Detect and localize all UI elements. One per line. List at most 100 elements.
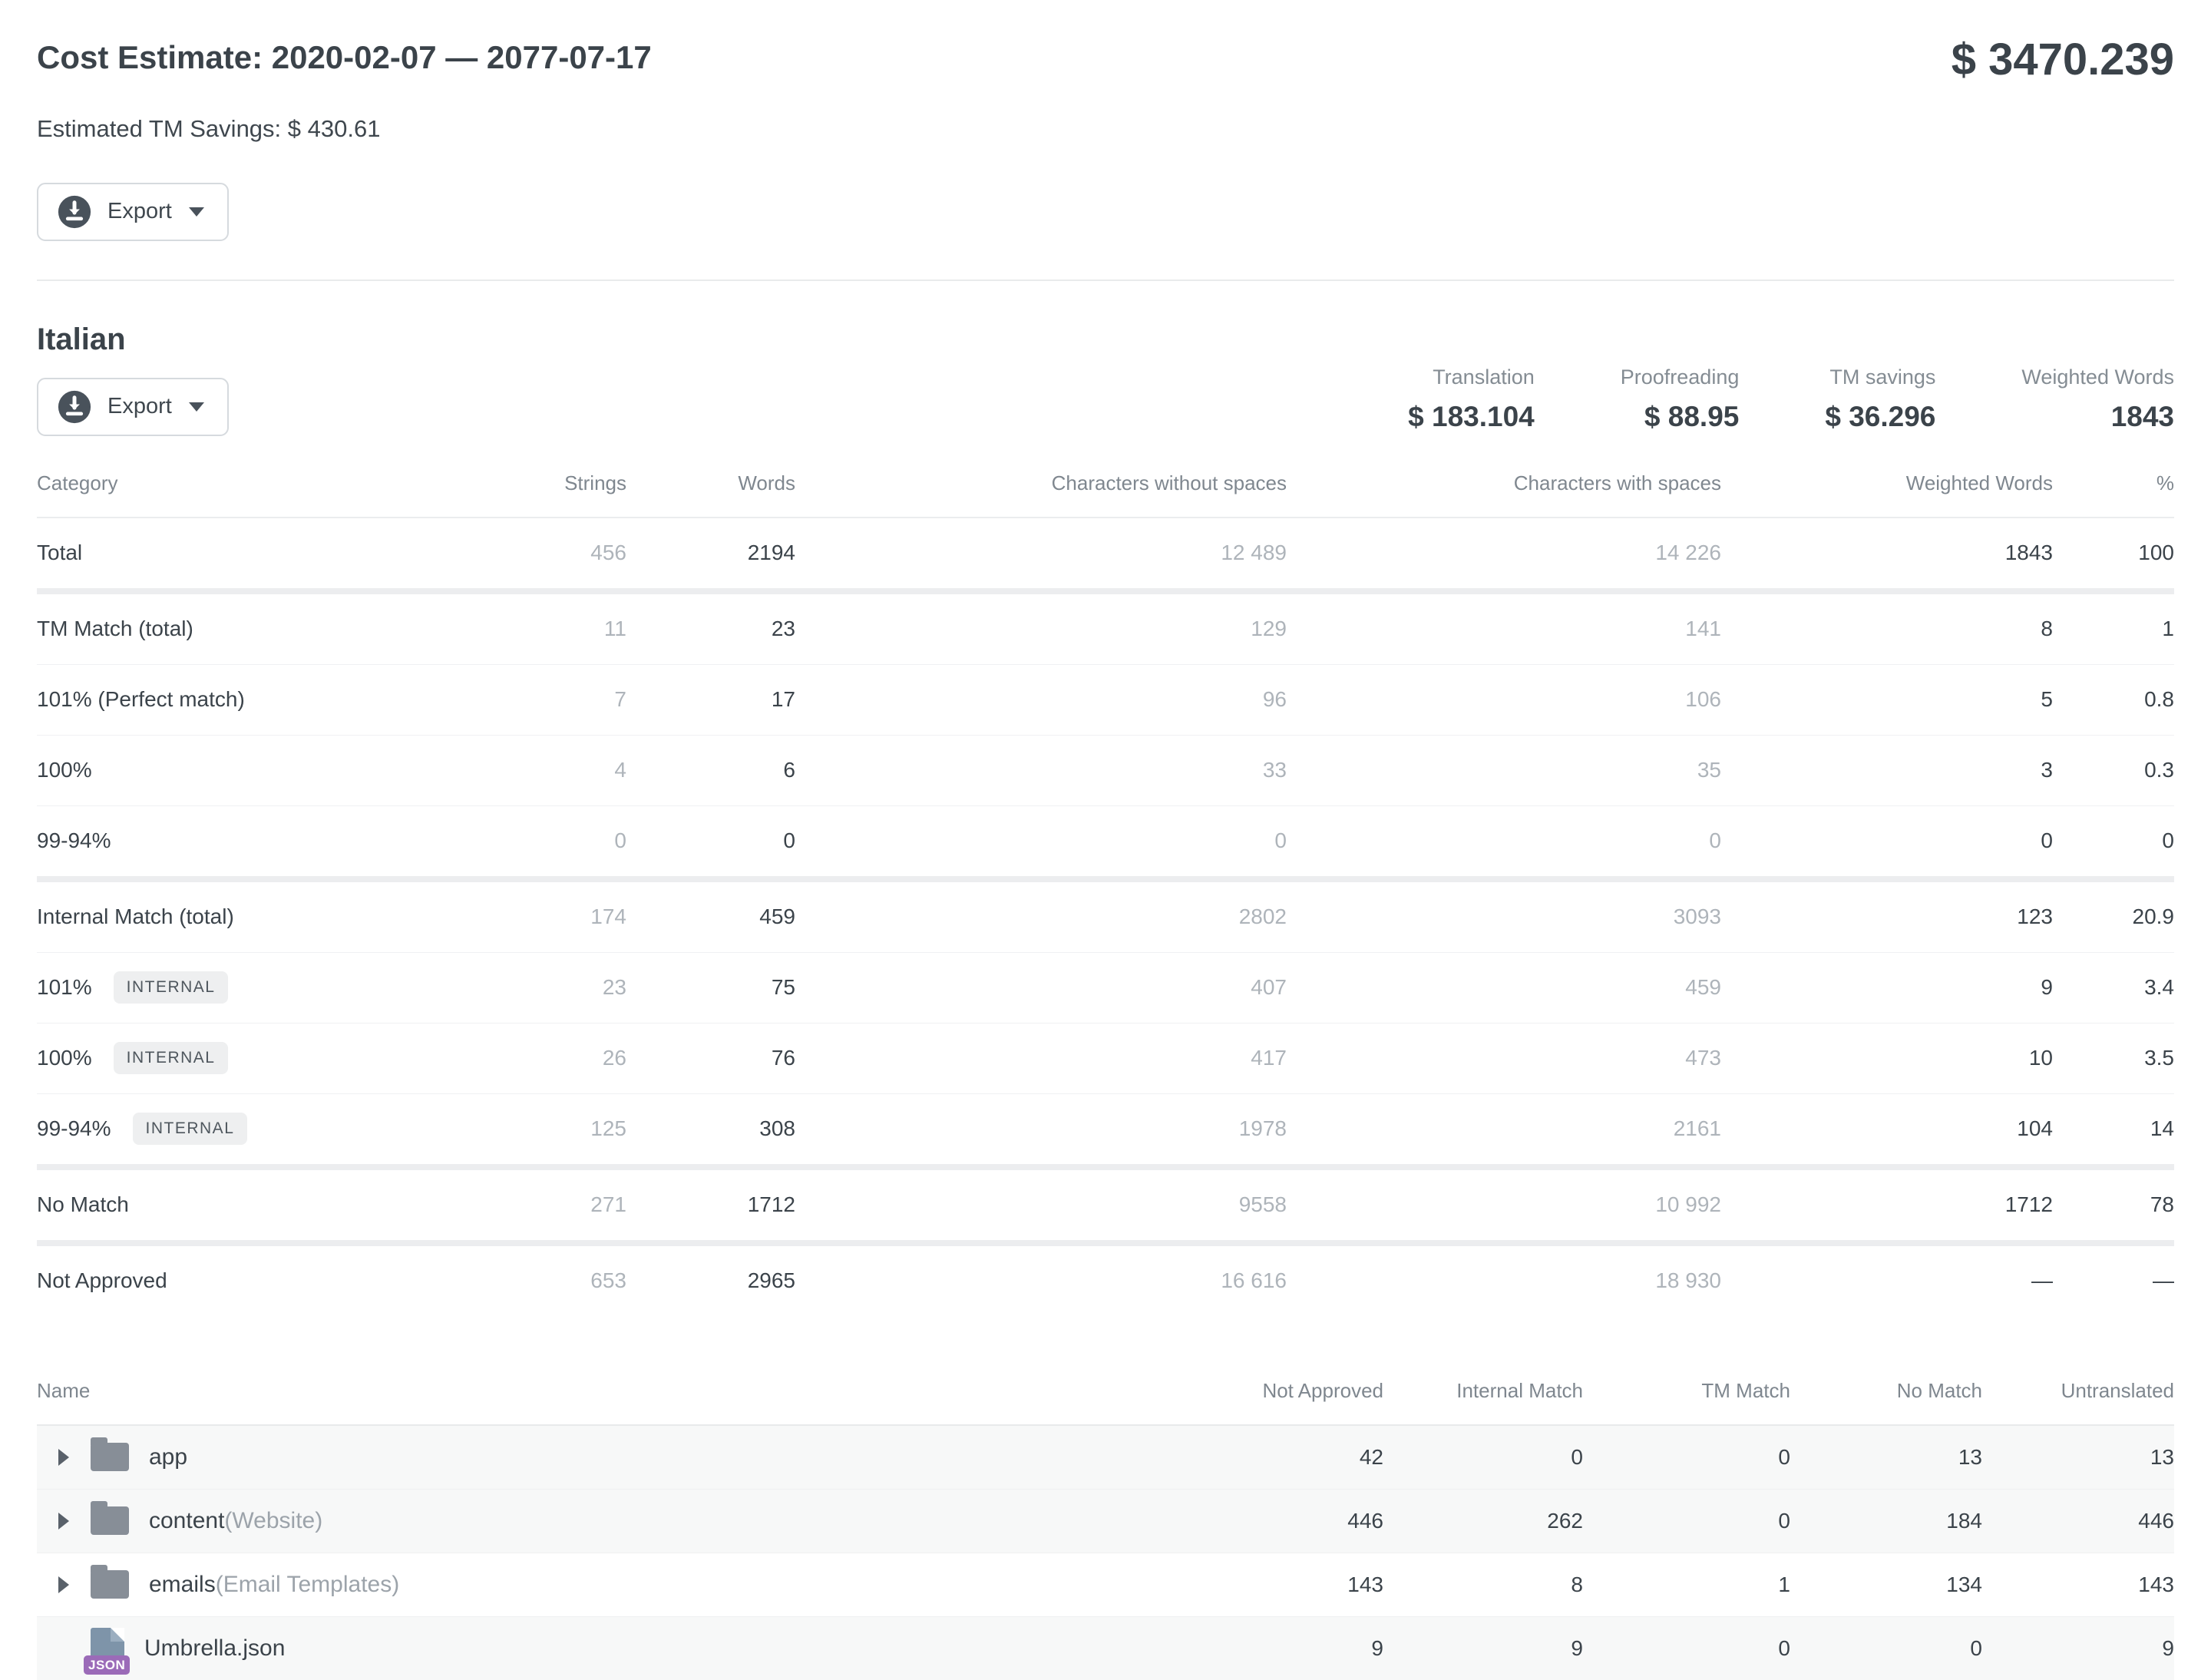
expand-caret-icon[interactable]: [58, 1448, 69, 1466]
category-cell: No Match: [37, 1163, 418, 1243]
category-label: 99-94%: [37, 828, 111, 853]
strings-value: 7: [418, 663, 626, 736]
chars-without-spaces-value: 33: [795, 734, 1287, 806]
stat-weighted-words: Weighted Words 1843: [2021, 365, 2174, 433]
internal-badge: INTERNAL: [113, 1042, 229, 1075]
export-button-label: Export: [107, 199, 172, 224]
words-value: 23: [626, 587, 795, 665]
col-not-approved: Not Approved: [1130, 1358, 1383, 1426]
chars-with-spaces-value: 2161: [1287, 1093, 1721, 1167]
category-label: 99-94%: [37, 1116, 111, 1141]
category-cell: 100%: [37, 734, 418, 806]
expand-caret-icon[interactable]: [58, 1512, 69, 1530]
stat-proofreading: Proofreading $ 88.95: [1621, 365, 1740, 433]
internal-match-value: 9: [1383, 1616, 1583, 1680]
chars-without-spaces-value: 96: [795, 663, 1287, 736]
words-value: 75: [626, 951, 795, 1024]
category-label: 101% (Perfect match): [37, 687, 245, 712]
col-name: Name: [37, 1358, 1130, 1426]
percent-value: 0.8: [2053, 663, 2174, 736]
chars-with-spaces-value: 459: [1287, 951, 1721, 1024]
tm-savings-line: Estimated TM Savings: $ 430.61: [37, 114, 381, 142]
words-value: 1712: [626, 1163, 795, 1243]
file-name: app: [149, 1444, 188, 1470]
category-cell: 101% (Perfect match): [37, 663, 418, 736]
col-chars-without-spaces: Characters without spaces: [795, 471, 1287, 518]
untranslated-value: 446: [1982, 1488, 2174, 1553]
cost-table-row: Total 456 2194 12 489 14 226 1843 100: [37, 518, 2174, 591]
category-label: No Match: [37, 1192, 129, 1217]
file-annotation: (Email Templates): [215, 1571, 400, 1597]
chars-without-spaces-value: 407: [795, 951, 1287, 1024]
strings-value: 125: [418, 1093, 626, 1167]
internal-badge: INTERNAL: [113, 971, 229, 1004]
col-percent: %: [2053, 471, 2174, 518]
cost-table-row: 100% INTERNAL 26 76 417 473 10 3.5: [37, 1022, 2174, 1094]
folder-icon: [91, 1501, 129, 1536]
internal-match-value: 0: [1571, 1444, 1583, 1469]
chars-without-spaces-value: 9558: [795, 1163, 1287, 1243]
stat-translation: Translation $ 183.104: [1408, 365, 1535, 433]
words-value: 76: [626, 1022, 795, 1094]
file-name-cell: content (Website): [37, 1488, 1130, 1553]
chars-with-spaces-value: 35: [1287, 734, 1721, 806]
export-button-label: Export: [107, 394, 172, 419]
col-tm-match: TM Match: [1583, 1358, 1790, 1426]
file-row[interactable]: content (Website) 446 262 0 184 446: [37, 1488, 2174, 1553]
category-label: 100%: [37, 1046, 92, 1070]
cost-table-row: 99-94% INTERNAL 125 308 1978 2161 104 14: [37, 1093, 2174, 1167]
chevron-down-icon: [188, 207, 204, 217]
stat-value: $ 88.95: [1644, 400, 1740, 432]
cost-table-row: 100% 4 6 33 35 3 0.3: [37, 734, 2174, 806]
category-cell: Not Approved: [37, 1239, 418, 1316]
stat-label: Weighted Words: [2021, 365, 2174, 389]
percent-value: 0: [2053, 805, 2174, 879]
file-name-cell: emails (Email Templates): [37, 1552, 1130, 1617]
chars-with-spaces-value: 10 992: [1287, 1163, 1721, 1243]
percent-value: 1: [2053, 587, 2174, 665]
category-label: Not Approved: [37, 1268, 167, 1293]
cost-table-row: 101% (Perfect match) 7 17 96 106 5 0.8: [37, 663, 2174, 736]
percent-value: 20.9: [2053, 875, 2174, 953]
file-row[interactable]: emails (Email Templates) 143 8 1 134 143: [37, 1552, 2174, 1617]
strings-value: 456: [590, 541, 626, 565]
language-section: Italian Export Translation $ 183.104 Pro…: [37, 321, 2174, 1316]
file-name: Umbrella.json: [144, 1635, 286, 1661]
file-row[interactable]: app 42 0 0 13 13: [37, 1424, 2174, 1490]
language-export-button[interactable]: Export: [37, 377, 229, 436]
weighted-words-value: 3: [1721, 734, 2053, 806]
export-button[interactable]: Export: [37, 182, 229, 241]
strings-value: 23: [418, 951, 626, 1024]
cost-table-row: 99-94% 0 0 0 0 0 0: [37, 805, 2174, 879]
cost-breakdown-table: Category Strings Words Characters withou…: [37, 471, 2174, 1316]
files-section: Name Not Approved Internal Match TM Matc…: [37, 1358, 2174, 1680]
strings-value: 11: [418, 587, 626, 665]
words-value: 2965: [626, 1239, 795, 1316]
weighted-words-value: 10: [1721, 1022, 2053, 1094]
weighted-words-value: 1843: [2004, 541, 2053, 565]
tm-match-value: 0: [1583, 1616, 1790, 1680]
cost-table-row: TM Match (total) 11 23 129 141 8 1: [37, 587, 2174, 665]
weighted-words-value: 8: [1721, 587, 2053, 665]
chars-with-spaces-value: 473: [1287, 1022, 1721, 1094]
file-name-cell: JSON Umbrella.json: [37, 1616, 1130, 1680]
language-toolbar: Export Translation $ 183.104 Proofreadin…: [37, 358, 2174, 436]
tm-match-value: 0: [1778, 1444, 1790, 1469]
file-row[interactable]: JSON Umbrella.json 9 9 0 0 9: [37, 1616, 2174, 1680]
files-table: Name Not Approved Internal Match TM Matc…: [37, 1358, 2174, 1680]
page-header: Cost Estimate: 2020-02-07 — 2077-07-17 $…: [37, 31, 2174, 241]
words-value: 0: [626, 805, 795, 879]
percent-value: —: [2053, 1239, 2174, 1316]
percent-value: 14: [2053, 1093, 2174, 1167]
category-label: 100%: [37, 758, 92, 782]
download-icon: [57, 194, 92, 230]
chars-without-spaces-value: 129: [795, 587, 1287, 665]
stat-value: $ 183.104: [1408, 400, 1535, 432]
section-divider: [37, 279, 2174, 281]
tm-match-value: 0: [1583, 1488, 1790, 1553]
chars-without-spaces-value: 2802: [795, 875, 1287, 953]
no-match-value: 184: [1790, 1488, 1982, 1553]
expand-caret-icon[interactable]: [58, 1576, 69, 1593]
strings-value: 174: [418, 875, 626, 953]
